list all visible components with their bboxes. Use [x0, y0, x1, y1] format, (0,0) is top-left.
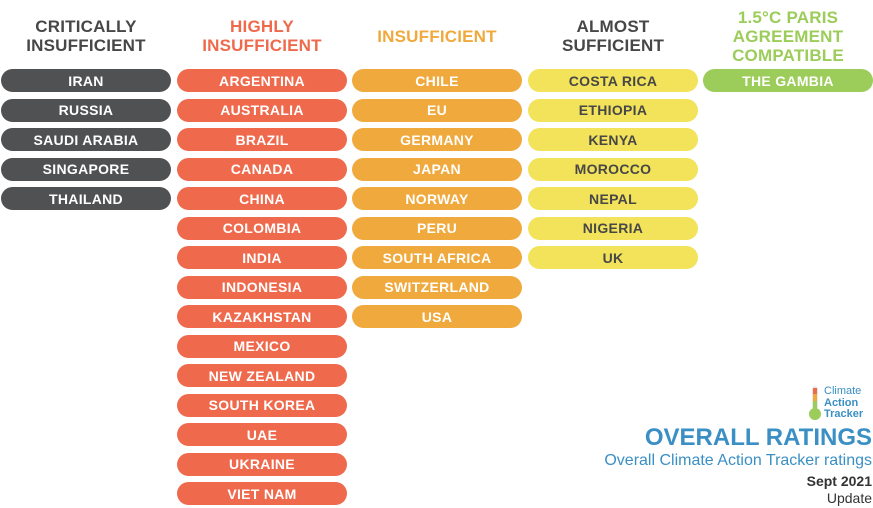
country-pill: SWITZERLAND — [352, 275, 522, 299]
logo-wordmark: Climate Action Tracker — [824, 385, 864, 421]
country-pill: UKRAINE — [177, 452, 347, 476]
country-pill: SOUTH AFRICA — [352, 246, 522, 269]
country-pill: THAILAND — [1, 187, 171, 210]
column-heading-critically-insufficient: CRITICALLY INSUFFICIENT — [1, 8, 171, 64]
heading-text: HIGHLY INSUFFICIENT — [202, 17, 322, 55]
country-pill: COSTA RICA — [528, 69, 698, 92]
heading-line: INSUFFICIENT — [26, 36, 146, 55]
country-pill: ETHIOPIA — [528, 98, 698, 122]
country-pill: MEXICO — [177, 334, 347, 358]
country-pill: IRAN — [1, 69, 171, 92]
country-pill: COLOMBIA — [177, 216, 347, 240]
country-pill: NEPAL — [528, 187, 698, 210]
country-pill: INDONESIA — [177, 275, 347, 299]
overall-ratings-subtitle: Overall Climate Action Tracker ratings — [604, 452, 872, 469]
country-pill: NORWAY — [352, 187, 522, 210]
heading-line: AGREEMENT — [732, 26, 844, 46]
column-heading-insufficient: INSUFFICIENT — [352, 8, 522, 64]
country-pill: CHINA — [177, 187, 347, 210]
heading-text: ALMOST SUFFICIENT — [562, 17, 664, 55]
heading-line: CRITICALLY — [35, 17, 137, 36]
thermometer-icon — [809, 386, 821, 420]
country-pill: PERU — [352, 216, 522, 240]
country-pill: CANADA — [177, 157, 347, 181]
country-pill: SAUDI ARABIA — [1, 128, 171, 151]
heading-line: INSUFFICIENT — [377, 26, 497, 46]
country-pill: VIET NAM — [177, 482, 347, 505]
country-pill: SINGAPORE — [1, 157, 171, 181]
country-pill: UK — [528, 246, 698, 269]
column-heading-highly-insufficient: HIGHLY INSUFFICIENT — [177, 8, 347, 64]
country-pill: NIGERIA — [528, 216, 698, 240]
column-heading-almost-sufficient: ALMOST SUFFICIENT — [528, 8, 698, 64]
country-pill: KAZAKHSTAN — [177, 305, 347, 328]
logo-line-1: Climate — [824, 385, 862, 397]
country-pill: NEW ZEALAND — [177, 364, 347, 387]
ratings-date: Sept 2021 — [806, 473, 872, 489]
country-pill: SOUTH KOREA — [177, 393, 347, 417]
heading-line: SUFFICIENT — [561, 36, 665, 55]
country-pill: GERMANY — [352, 128, 522, 151]
country-pill: MOROCCO — [528, 157, 698, 181]
ratings-update-label: Update — [826, 490, 872, 506]
country-pill: KENYA — [528, 128, 698, 151]
country-pill: JAPAN — [352, 157, 522, 181]
heading-text: 1.5°C PARIS AGREEMENT COMPATIBLE — [732, 8, 844, 65]
country-pill: BRAZIL — [177, 128, 347, 151]
country-pill: CHILE — [352, 69, 522, 92]
heading-line: ALMOST — [576, 17, 650, 36]
heading-line: HIGHLY — [230, 17, 294, 36]
country-pill: ARGENTINA — [177, 69, 347, 92]
logo-line-3: Tracker — [824, 408, 864, 420]
country-pill: RUSSIA — [1, 98, 171, 122]
heading-line: COMPATIBLE — [732, 45, 844, 65]
column-heading-paris-compatible: 1.5°C PARIS AGREEMENT COMPATIBLE — [703, 8, 873, 65]
climate-action-tracker-logo: Climate Action Tracker — [808, 385, 873, 421]
country-pill: UAE — [177, 423, 347, 446]
heading-text: CRITICALLY INSUFFICIENT — [26, 17, 146, 55]
overall-ratings-title: OVERALL RATINGS — [644, 424, 872, 451]
heading-line: INSUFFICIENT — [202, 36, 322, 55]
country-pill: USA — [352, 305, 522, 328]
country-pill: THE GAMBIA — [703, 69, 873, 92]
country-pill: EU — [352, 98, 522, 122]
country-pill: AUSTRALIA — [177, 98, 347, 122]
country-pill: INDIA — [177, 246, 347, 269]
heading-text: INSUFFICIENT — [377, 27, 497, 46]
logo-line-2: Action — [824, 396, 859, 409]
heading-line: 1.5°C PARIS — [737, 7, 839, 27]
